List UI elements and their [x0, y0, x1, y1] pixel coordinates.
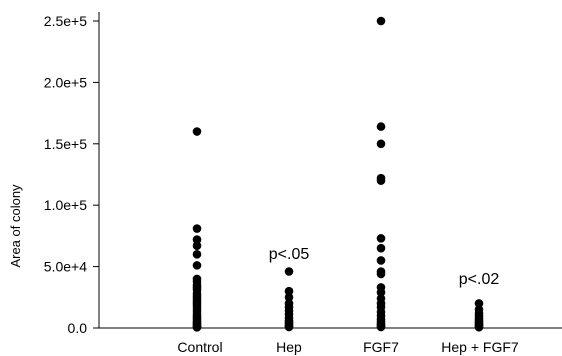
data-point: [284, 322, 294, 332]
data-point: [376, 16, 386, 26]
data-point: [192, 261, 202, 270]
data-point: [376, 322, 386, 332]
data-point: [376, 269, 386, 279]
annotations: p<.05 p<.02: [269, 246, 500, 288]
x-category-label: Control: [177, 339, 222, 355]
y-tick-label: 5.0e+4: [44, 259, 87, 275]
data-points: [192, 16, 484, 332]
y-tick-label: 1.0e+5: [44, 197, 87, 213]
data-point: [284, 267, 294, 276]
y-ticks: 0.0 5.0e+4 1.0e+5 1.5e+5 2.0e+5 2.5e+5: [44, 13, 99, 336]
y-axis-title: Area of colony: [8, 184, 23, 268]
data-point: [376, 256, 386, 265]
data-point: [192, 323, 202, 332]
data-point: [284, 293, 294, 302]
y-tick-label: 0.0: [68, 320, 88, 336]
y-tick-label: 2.5e+5: [44, 13, 87, 29]
significance-annotation: p<.02: [459, 271, 500, 288]
data-point: [376, 176, 386, 185]
data-point: [284, 286, 294, 296]
data-point: [376, 243, 386, 253]
x-category-label: FGF7: [363, 339, 399, 355]
data-point: [474, 299, 484, 308]
x-category-label: Hep: [276, 339, 302, 355]
x-category-label: Hep + FGF7: [441, 339, 519, 355]
y-tick-label: 1.5e+5: [44, 136, 87, 152]
data-point: [376, 139, 386, 149]
y-tick-label: 2.0e+5: [44, 74, 87, 90]
data-point: [376, 122, 386, 131]
data-point: [376, 234, 386, 243]
data-point: [474, 322, 484, 332]
data-point: [192, 250, 202, 259]
data-point: [192, 127, 202, 136]
data-point: [192, 241, 202, 251]
data-point: [376, 288, 386, 297]
data-point: [192, 224, 202, 233]
data-point: [192, 235, 202, 244]
x-category-labels: Control Hep FGF7 Hep + FGF7: [177, 339, 518, 355]
significance-annotation: p<.05: [269, 246, 310, 263]
